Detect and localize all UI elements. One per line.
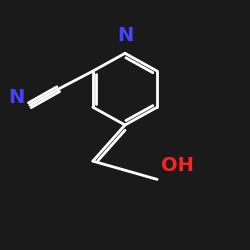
Text: N: N [117,26,133,45]
Text: N: N [8,88,25,107]
Text: OH: OH [161,156,194,174]
